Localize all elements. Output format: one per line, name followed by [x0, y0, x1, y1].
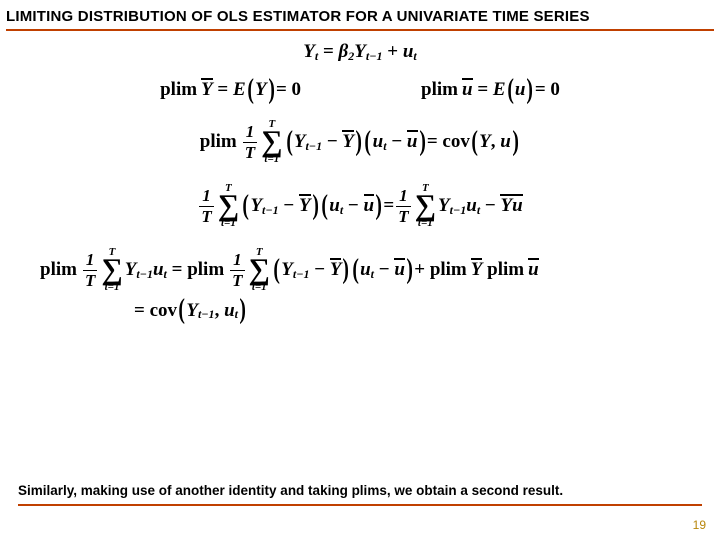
equation-5-line1: plim 1T T∑t=1 Yt−1 ut = plim 1T T∑t=1 (Y… — [0, 247, 720, 293]
equation-4: 1T T∑t=1 (Yt−1 − Y)(ut − u) = 1T T∑t=1 Y… — [0, 183, 720, 229]
equations-block: Yt = β2 Yt−1 + ut plim Y = E(Y) = 0 plim… — [0, 41, 720, 322]
slide-title: LIMITING DISTRIBUTION OF OLS ESTIMATOR F… — [0, 0, 720, 29]
equation-1: Yt = β2 Yt−1 + ut — [0, 41, 720, 63]
title-underline — [6, 29, 714, 31]
equation-5-line2: = cov(Yt−1, ut) — [0, 299, 720, 321]
caption-text: Similarly, making use of another identit… — [18, 483, 702, 506]
equation-2: plim Y = E(Y) = 0 plim u = E(u) = 0 — [0, 79, 720, 101]
equation-3: plim 1T T∑t=1 (Yt−1 − Y)(ut − u) = cov(Y… — [0, 119, 720, 165]
page-number: 19 — [693, 518, 706, 532]
